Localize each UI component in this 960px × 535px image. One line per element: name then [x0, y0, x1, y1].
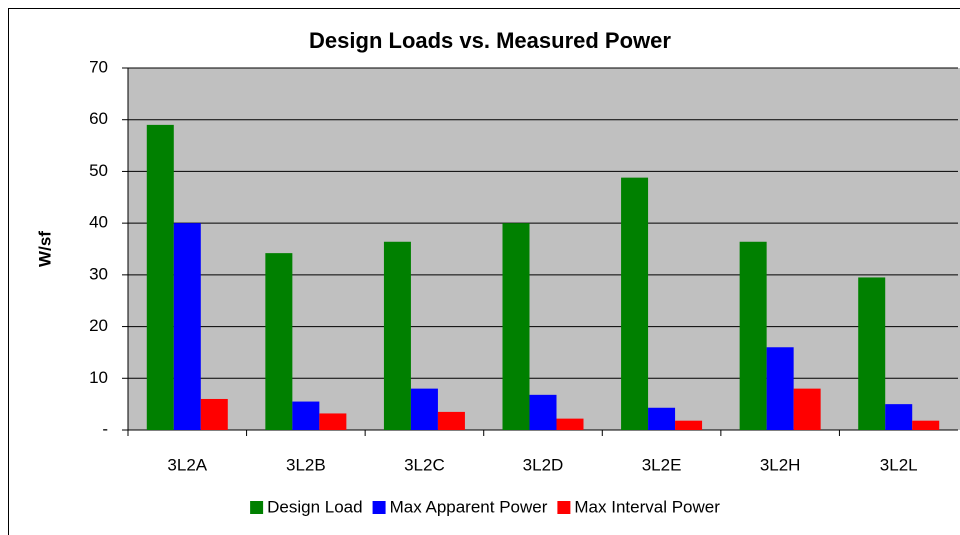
legend-label: Design Load — [267, 497, 362, 516]
legend-swatch — [557, 501, 571, 514]
bar — [173, 223, 201, 430]
x-tick-label: 3L2D — [523, 455, 564, 474]
bar — [200, 398, 228, 430]
y-tick-label: 70 — [89, 57, 108, 76]
y-tick-label: - — [102, 419, 108, 438]
bar — [146, 124, 174, 430]
bar — [675, 420, 703, 430]
legend-label: Max Apparent Power — [390, 497, 548, 516]
bar — [319, 413, 347, 430]
x-tick-label: 3L2C — [404, 455, 445, 474]
legend-label: Max Interval Power — [574, 497, 720, 516]
bar — [556, 418, 584, 430]
chart-title: Design Loads vs. Measured Power — [309, 28, 671, 53]
bar — [292, 401, 320, 430]
y-tick-label: 60 — [89, 109, 108, 128]
bar — [766, 347, 794, 430]
x-tick-label: 3L2A — [167, 455, 207, 474]
bar — [648, 407, 676, 430]
y-tick-label: 20 — [89, 316, 108, 335]
bar — [502, 223, 530, 430]
bar — [410, 388, 438, 430]
bar — [739, 241, 767, 430]
bar — [437, 411, 465, 430]
legend-swatch — [372, 501, 386, 514]
bar — [793, 388, 821, 430]
bar — [265, 253, 293, 430]
bar — [858, 277, 886, 430]
x-tick-label: 3L2L — [880, 455, 918, 474]
legend-swatch — [250, 501, 264, 514]
y-tick-label: 50 — [89, 161, 108, 180]
y-axis-label: W/sf — [35, 231, 54, 267]
bar — [383, 241, 411, 430]
y-tick-label: 30 — [89, 264, 108, 283]
bar — [912, 420, 940, 430]
bar — [621, 177, 649, 430]
x-tick-label: 3L2B — [286, 455, 326, 474]
bar — [529, 394, 557, 430]
y-tick-label: 40 — [89, 213, 108, 232]
bar — [885, 404, 913, 430]
y-tick-label: 10 — [89, 368, 108, 387]
x-tick-label: 3L2E — [642, 455, 682, 474]
plot-area — [128, 68, 960, 430]
x-tick-label: 3L2H — [760, 455, 801, 474]
